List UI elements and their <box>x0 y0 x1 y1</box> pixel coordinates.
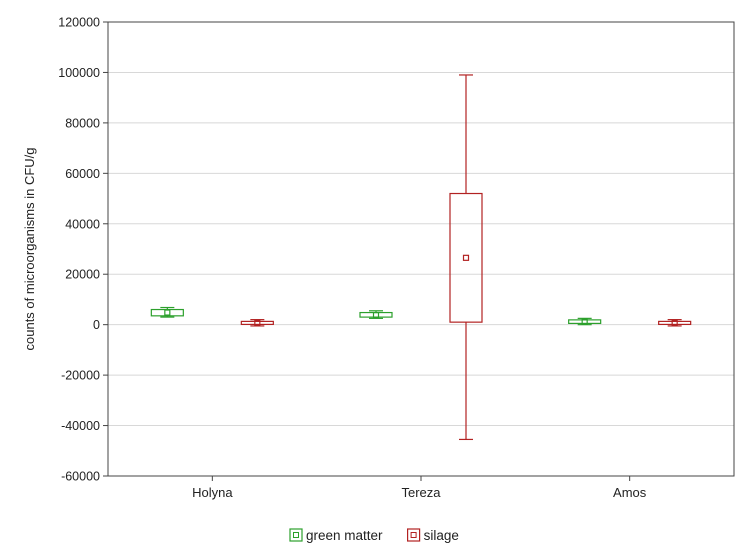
box-green-matter-tereza <box>359 310 393 319</box>
y-tick-label: 60000 <box>65 167 100 181</box>
legend: green matter silage <box>289 528 459 543</box>
y-tick-label: 20000 <box>65 268 100 282</box>
legend-label: silage <box>424 528 459 543</box>
grid-lines <box>108 71 734 427</box>
y-tick-label: 100000 <box>58 66 100 80</box>
legend-item-silage: silage <box>407 528 459 543</box>
legend-swatch <box>289 528 303 542</box>
x-category-label: Amos <box>613 485 647 500</box>
x-category-label: Holyna <box>192 485 233 500</box>
box-body <box>568 319 602 325</box>
box-body <box>449 192 483 323</box>
legend-swatch-inner <box>293 532 299 538</box>
plot-area-frame <box>107 21 735 477</box>
y-tick-label: -60000 <box>61 470 100 484</box>
mean-marker <box>164 309 171 316</box>
mean-marker <box>254 319 261 327</box>
legend-swatch-inner <box>410 532 417 538</box>
mean-marker <box>462 254 470 261</box>
y-tick-label: 40000 <box>65 217 100 231</box>
legend-swatch <box>407 528 421 542</box>
box-green-matter-amos <box>568 317 602 326</box>
legend-label: green matter <box>306 528 383 543</box>
box-body <box>658 320 692 326</box>
box-green-matter-holyna <box>150 306 184 318</box>
y-tick-label: 0 <box>93 318 100 332</box>
mean-marker <box>671 319 678 327</box>
box-silage-tereza <box>449 74 483 441</box>
box-silage-holyna <box>240 319 274 327</box>
box-body <box>240 320 274 326</box>
y-tick-label: 80000 <box>65 116 100 130</box>
legend-item-green-matter: green matter <box>289 528 383 543</box>
y-tick-label: 120000 <box>58 16 100 30</box>
y-axis-title: counts of microorganisms in CFU/g <box>22 147 37 350</box>
mean-marker <box>581 318 588 325</box>
y-tick-label: -40000 <box>61 419 100 433</box>
x-axis: Holyna Tereza Amos <box>192 476 647 500</box>
box-series <box>150 74 692 441</box>
mean-marker <box>372 311 380 319</box>
y-axis: -60000 -40000 -20000 0 20000 40000 60000 80000 1… <box>58 16 108 484</box>
y-tick-label: -20000 <box>61 369 100 383</box>
x-category-label: Tereza <box>401 485 441 500</box>
box-silage-amos <box>658 319 692 327</box>
box-body <box>359 311 393 318</box>
